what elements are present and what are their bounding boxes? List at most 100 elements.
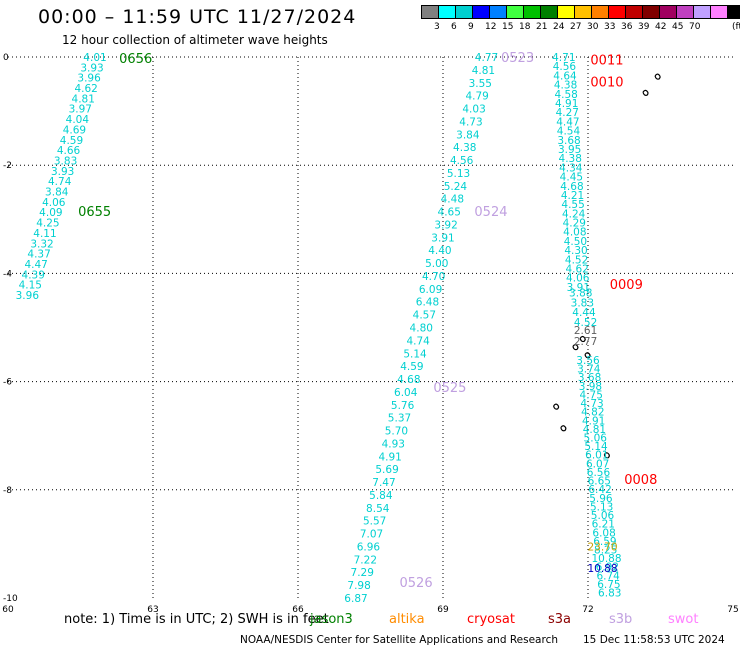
color-legend-label: 70 <box>689 22 701 32</box>
wave-height-value: 4.08 <box>563 227 586 239</box>
lon-tick-label: 63 <box>147 605 158 615</box>
wave-height-value: 7.07 <box>360 529 383 541</box>
wave-height-value: 2.77 <box>574 336 597 348</box>
wave-height-value: 4.62 <box>74 83 97 95</box>
island-outline <box>572 344 579 351</box>
wave-height-value: 4.06 <box>566 273 590 285</box>
map-axis-labels: 60 63 66 69 72 75 0 -2 -4 -6 -8 -10 <box>2 53 738 615</box>
page-title: 00:00 – 11:59 UTC 11/27/2024 <box>38 6 357 28</box>
wave-height-value: 6.83 <box>598 588 621 600</box>
wave-height-value: 4.11 <box>33 228 56 240</box>
wave-height-value: 6.48 <box>416 297 439 309</box>
wave-height-value: 4.06 <box>42 197 66 209</box>
wave-height-value: 5.84 <box>369 490 393 502</box>
map-islands <box>553 73 661 459</box>
wave-height-value: 4.44 <box>572 307 596 319</box>
wave-height-value: 4.52 <box>574 317 597 329</box>
lon-tick-label: 72 <box>582 605 593 615</box>
wave-height-value: 6.21 <box>592 519 615 531</box>
wave-height-tracks: 4.013.933.964.624.813.974.044.694.594.66… <box>16 52 622 605</box>
island-outline <box>579 335 586 343</box>
color-legend-label: 9 <box>468 22 474 32</box>
wave-height-value: 4.91 <box>555 98 578 110</box>
wave-height-value: 4.59 <box>60 135 83 147</box>
wave-height-value: 3.98 <box>579 381 602 393</box>
map-gridlines <box>8 56 733 598</box>
wave-height-value: 4.81 <box>472 65 495 77</box>
color-legend-label: 6 <box>451 22 457 32</box>
wave-height-value: 6.92 <box>596 562 619 574</box>
wave-height-value: 5.57 <box>363 516 386 528</box>
wave-height-value: 4.38 <box>453 142 476 154</box>
wave-height-value: 4.48 <box>441 194 464 206</box>
wave-height-value: 4.82 <box>581 407 604 419</box>
wave-height-value: 4.59 <box>400 361 423 373</box>
wave-height-value: 3.91 <box>567 282 590 294</box>
pass-time-labels: 0656 0655 0523 0524 0525 0526 0011 0010 0009 0008 <box>78 51 657 591</box>
wave-height-value: 4.04 <box>66 114 90 126</box>
wave-height-value: 6.87 <box>344 593 367 605</box>
wave-height-value: 4.03 <box>462 104 485 116</box>
color-legend-label: 24 <box>553 22 565 32</box>
pass-time-label: 0011 <box>590 54 623 69</box>
wave-height-value: 3.84 <box>45 187 69 199</box>
page-subtitle: 12 hour collection of altimeter wave hei… <box>62 33 328 47</box>
wave-height-value: 4.69 <box>63 124 86 136</box>
lat-tick-label: -4 <box>3 269 12 279</box>
wave-height-value: 4.91 <box>378 451 401 463</box>
wave-height-value: 4.09 <box>39 207 62 219</box>
wave-height-value: 3.93 <box>80 62 103 74</box>
pass-time-label: 0523 <box>501 51 534 66</box>
wave-height-value: 4.68 <box>560 181 583 193</box>
lat-tick-label: -6 <box>3 378 12 388</box>
wave-height-value: 4.24 <box>562 208 586 220</box>
wave-height-value: 4.75 <box>580 389 603 401</box>
wave-height-value: 4.01 <box>83 52 106 64</box>
wave-height-value: 4.73 <box>580 398 603 410</box>
wave-height-value: 5.00 <box>425 258 448 270</box>
color-legend-label: 42 <box>655 22 667 32</box>
wave-height-value: 4.81 <box>583 424 606 436</box>
wave-height-value: 6.96 <box>357 541 381 553</box>
wave-height-value: 7.22 <box>354 554 377 566</box>
color-legend-swatch <box>727 5 740 19</box>
wave-height-value: 5.14 <box>403 348 427 360</box>
wave-height-value: 4.71 <box>552 52 575 64</box>
wave-height-value: 3.74 <box>577 364 601 376</box>
wave-height-value: 3.56 <box>576 355 600 367</box>
wave-height-value: 5.14 <box>584 441 608 453</box>
lon-tick-label: 60 <box>2 605 14 615</box>
island-outline <box>654 73 661 80</box>
satellite-legend-altika: altika <box>389 612 425 627</box>
color-legend-label: 18 <box>519 22 531 32</box>
wave-height-value: 8.25 <box>594 545 617 557</box>
wave-height-value: 5.96 <box>589 493 613 505</box>
wave-height-value: 3.55 <box>469 78 492 90</box>
wave-height-value: 4.68 <box>397 374 420 386</box>
pass-time-label: 0656 <box>119 52 152 67</box>
wave-height-value: 3.96 <box>77 73 101 85</box>
footer-timestamp: 15 Dec 11:58:53 UTC 2024 <box>583 634 725 646</box>
lat-tick-label: 0 <box>3 53 9 63</box>
wave-height-value: 4.56 <box>553 61 577 73</box>
wave-height-value: 3.93 <box>51 166 74 178</box>
wave-height-value: 3.88 <box>569 287 592 299</box>
lon-tick-label: 66 <box>292 605 304 615</box>
lat-tick-label: -2 <box>3 161 12 171</box>
wave-height-value: 3.83 <box>54 155 77 167</box>
wave-height-value: 4.91 <box>582 415 605 427</box>
wave-height-value: 3.91 <box>431 232 454 244</box>
wave-height-value: 8.54 <box>366 503 390 515</box>
wave-height-value: 6.07 <box>586 458 609 470</box>
wave-height-value: 4.29 <box>563 218 586 230</box>
island-outline <box>603 452 610 459</box>
wave-height-value: 3.84 <box>456 129 480 141</box>
wave-height-value: 4.37 <box>27 249 50 261</box>
wave-height-value: 4.47 <box>556 116 579 128</box>
wave-height-value: 7.98 <box>347 580 370 592</box>
wave-height-value: 6.09 <box>419 284 442 296</box>
wave-height-value: 3.32 <box>30 238 53 250</box>
color-legend-label: 3 <box>434 22 440 32</box>
wave-height-value: 4.93 <box>382 438 405 450</box>
